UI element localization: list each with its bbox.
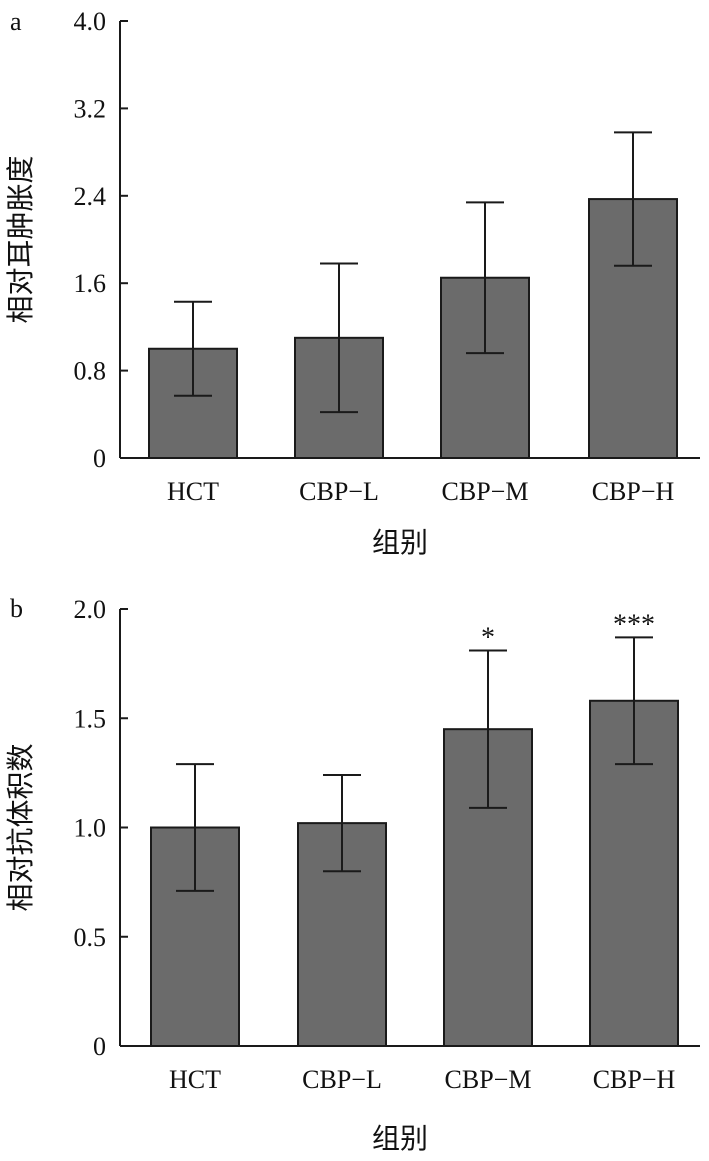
panel-a-chart: a 0 0.8 1.6 2.4 3.2 4.0 HCT CBP−L CBP−M CBP−H 组别 相对耳… <box>4 7 700 559</box>
x-category-label: CBP−M <box>445 1065 532 1094</box>
y-tick-label: 0.5 <box>74 923 107 952</box>
x-category-label: CBP−L <box>302 1065 382 1094</box>
x-category-label: HCT <box>167 477 219 506</box>
y-tick-label: 0 <box>93 1032 106 1061</box>
y-tick-label: 0 <box>93 444 106 473</box>
panel-label: b <box>10 594 23 623</box>
y-tick-label: 1.5 <box>74 704 107 733</box>
x-axis-title: 组别 <box>372 1122 428 1155</box>
y-tick-label: 3.2 <box>74 94 107 123</box>
panel-label: a <box>10 7 22 36</box>
y-tick-label: 0.8 <box>74 357 107 386</box>
x-category-label: CBP−H <box>593 1065 676 1094</box>
significance-marker: *** <box>613 609 655 640</box>
panel-b-chart: b 0 0.5 1.0 1.5 2.0 HCT CBP−L CBP−M * CBP−H *** 组别 相对… <box>4 594 700 1155</box>
y-tick-label: 1.6 <box>74 269 107 298</box>
x-category-label: CBP−L <box>299 477 379 506</box>
y-tick-label: 2.0 <box>74 595 107 624</box>
y-tick-label: 2.4 <box>74 182 107 211</box>
x-axis-title: 组别 <box>372 526 428 559</box>
y-tick-label: 1.0 <box>74 814 107 843</box>
y-tick-label: 4.0 <box>74 7 107 36</box>
x-category-label: CBP−H <box>592 477 675 506</box>
significance-marker: * <box>481 623 495 654</box>
x-category-label: CBP−M <box>442 477 529 506</box>
x-category-label: HCT <box>169 1065 221 1094</box>
y-axis-title: 相对耳肿胀度 <box>4 155 37 323</box>
y-axis-title: 相对抗体积数 <box>4 743 37 911</box>
